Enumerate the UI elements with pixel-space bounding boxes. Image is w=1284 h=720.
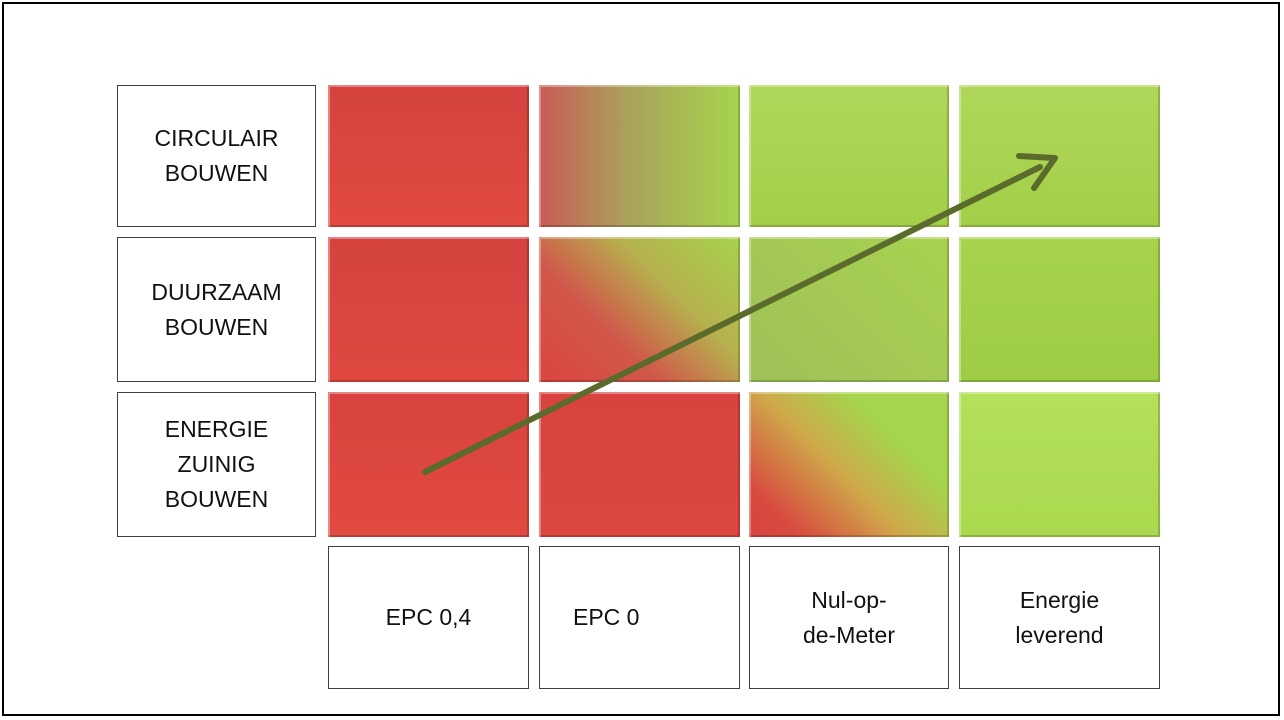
cell-energie-zuinig-epc04 bbox=[328, 392, 529, 537]
col-label-epc04: EPC 0,4 bbox=[328, 546, 529, 689]
cell-circulair-epc04 bbox=[328, 85, 529, 227]
cell-duurzaam-energie-leverend bbox=[959, 237, 1160, 382]
cell-energie-zuinig-energie-leverend bbox=[959, 392, 1160, 537]
col-label-nul-op-de-meter: Nul-op- de-Meter bbox=[749, 546, 949, 689]
cell-circulair-nul-op-de-meter bbox=[749, 85, 949, 227]
cell-duurzaam-nul-op-de-meter bbox=[749, 237, 949, 382]
cell-duurzaam-epc04 bbox=[328, 237, 529, 382]
row-label-energie-zuinig: ENERGIE ZUINIG BOUWEN bbox=[117, 392, 316, 537]
cell-circulair-epc0 bbox=[539, 85, 740, 227]
cell-energie-zuinig-epc0 bbox=[539, 392, 740, 537]
row-label-duurzaam: DUURZAAM BOUWEN bbox=[117, 237, 316, 382]
row-label-circulair: CIRCULAIR BOUWEN bbox=[117, 85, 316, 227]
cell-energie-zuinig-nul-op-de-meter bbox=[749, 392, 949, 537]
col-label-epc0: EPC 0 bbox=[539, 546, 740, 689]
cell-duurzaam-epc0 bbox=[539, 237, 740, 382]
cell-circulair-energie-leverend bbox=[959, 85, 1160, 227]
col-label-energie-leverend: Energie leverend bbox=[959, 546, 1160, 689]
